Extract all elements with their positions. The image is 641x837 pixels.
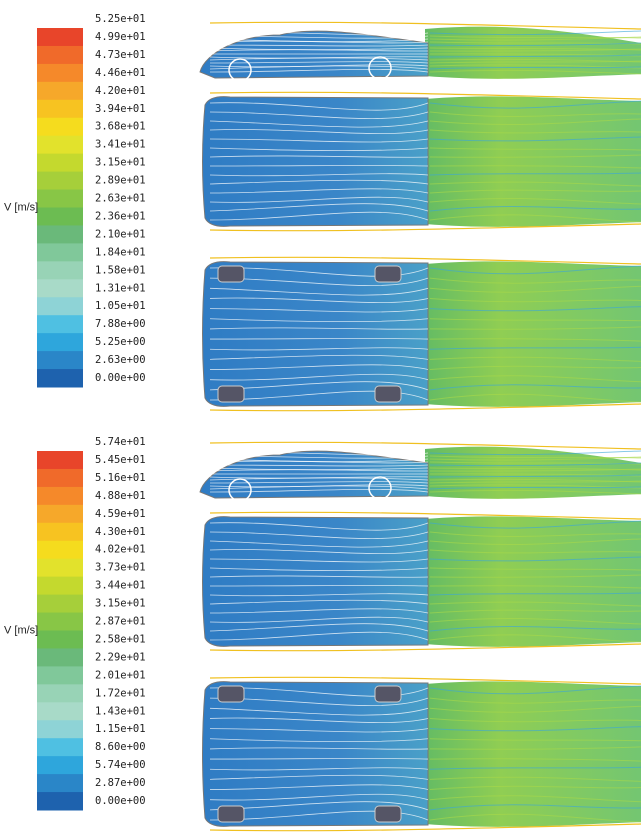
scale-label: 1.43e+01 [95,705,146,717]
color-band [37,315,83,333]
color-band [37,702,83,720]
color-band [37,243,83,261]
color-band [37,261,83,279]
scale-label: 4.99e+01 [95,31,146,43]
color-band [37,279,83,297]
scale-label: 5.25e+01 [95,13,146,25]
color-band [37,684,83,702]
color-band [37,100,83,118]
wheel [375,806,401,822]
color-band [37,369,83,387]
color-band [37,225,83,243]
color-band [37,774,83,792]
scale-label: 4.73e+01 [95,49,146,61]
scale-label: 4.88e+01 [95,490,146,502]
scale-label: 1.31e+01 [95,282,146,294]
scale-label: 4.30e+01 [95,526,146,538]
scale-label: 5.45e+01 [95,454,146,466]
panel: 5.74e+01 5.45e+01 5.16e+01 4.88e+01 4.59e+01… [4,436,641,831]
scale-label: 3.68e+01 [95,121,146,133]
color-band [37,487,83,505]
scale-label: 5.74e+01 [95,436,146,448]
scale-label: 3.41e+01 [95,139,146,151]
color-band [37,451,83,469]
wheel [218,266,244,282]
color-band [37,82,83,100]
scale-label: 5.74e+00 [95,759,146,771]
scale-label: 2.10e+01 [95,228,146,240]
color-band [37,190,83,208]
color-band [37,136,83,154]
color-band [37,631,83,649]
color-band [37,118,83,136]
cfd-figure: 5.25e+01 4.99e+01 4.73e+01 4.46e+01 4.20e+01… [0,0,641,833]
color-band [37,28,83,46]
scale-label: 4.02e+01 [95,544,146,556]
wheel [218,686,244,702]
wheel [218,386,244,402]
scale-label: 2.87e+00 [95,777,146,789]
scale-label: 8.60e+00 [95,741,146,753]
color-band [37,720,83,738]
edge-flow [210,442,641,449]
scale-label: 0.00e+00 [95,795,146,807]
color-band [37,208,83,226]
scale-label: 1.84e+01 [95,246,146,258]
color-band [37,333,83,351]
wheel [375,686,401,702]
color-band [37,172,83,190]
scale-label: 3.44e+01 [95,580,146,592]
scale-label: 3.73e+01 [95,562,146,574]
scale-label: 2.63e+01 [95,193,146,205]
scale-label: 1.72e+01 [95,687,146,699]
scale-label: 2.29e+01 [95,651,146,663]
scale-label: 3.15e+01 [95,157,146,169]
scale-label: 2.87e+01 [95,616,146,628]
color-band [37,559,83,577]
color-band [37,523,83,541]
color-band [37,613,83,631]
scale-label: 2.58e+01 [95,633,146,645]
scale-label: 3.94e+01 [95,103,146,115]
quantity-label: V [m/s] [4,201,38,213]
color-band [37,541,83,559]
color-band [37,648,83,666]
edge-flow [210,22,641,29]
color-band [37,666,83,684]
scale-label: 1.05e+01 [95,300,146,312]
scale-label: 1.15e+01 [95,723,146,735]
color-band [37,738,83,756]
wheel [375,386,401,402]
color-band [37,505,83,523]
scale-label: 2.01e+01 [95,669,146,681]
scale-label: 4.59e+01 [95,508,146,520]
scale-label: 4.20e+01 [95,85,146,97]
color-band [37,595,83,613]
color-band [37,64,83,82]
scale-label: 1.58e+01 [95,264,146,276]
color-band [37,351,83,369]
panel: 5.25e+01 4.99e+01 4.73e+01 4.46e+01 4.20e+01… [4,13,641,411]
color-band [37,577,83,595]
quantity-label: V [m/s] [4,624,38,636]
color-band [37,756,83,774]
color-band [37,297,83,315]
scale-label: 5.16e+01 [95,472,146,484]
scale-label: 2.63e+00 [95,354,146,366]
scale-label: 4.46e+01 [95,67,146,79]
scale-label: 2.36e+01 [95,210,146,222]
scale-label: 2.89e+01 [95,175,146,187]
color-band [37,792,83,810]
scale-label: 5.25e+00 [95,336,146,348]
color-band [37,154,83,172]
scale-label: 3.15e+01 [95,598,146,610]
scale-label: 0.00e+00 [95,372,146,384]
wheel [375,266,401,282]
scale-label: 7.88e+00 [95,318,146,330]
wheel [218,806,244,822]
color-band [37,46,83,64]
color-band [37,469,83,487]
